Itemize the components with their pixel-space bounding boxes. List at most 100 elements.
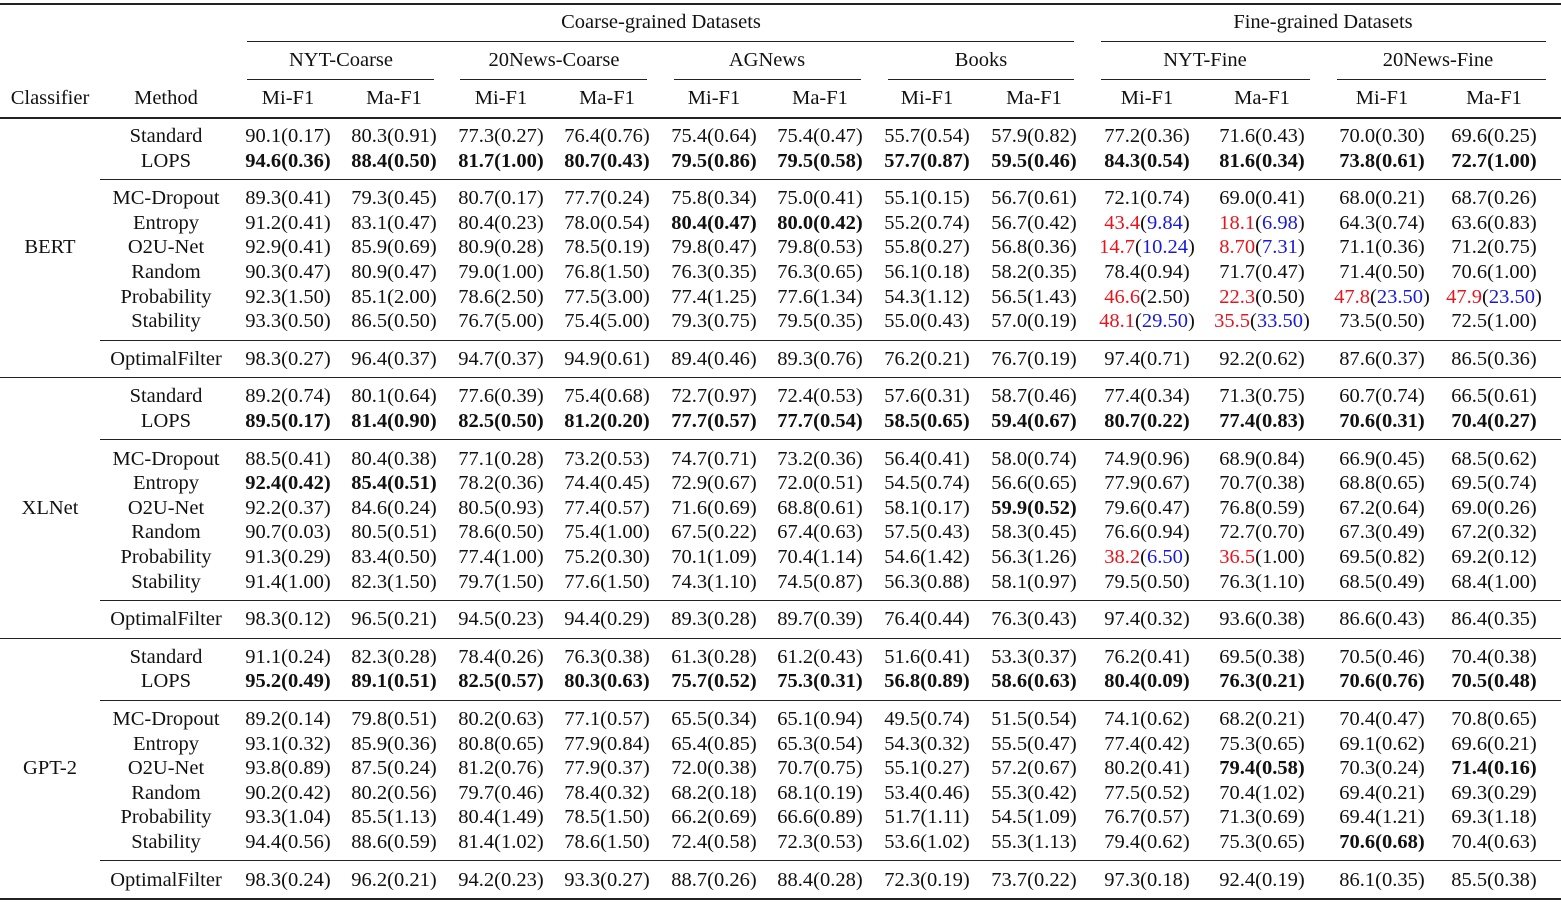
table-cell: 77.4(1.00) [458, 546, 544, 568]
table-cell: 72.3(0.19) [884, 868, 970, 891]
table-cell: 77.6(1.50) [564, 570, 650, 593]
table-cell: 73.5(0.50) [1339, 310, 1425, 333]
table-cell: 73.2(0.36) [777, 447, 863, 470]
method-label: OptimalFilter [110, 868, 222, 891]
dataset-header: NYT-Coarse [288, 49, 394, 71]
block-separator-rule [100, 178, 1561, 180]
table-cell: 54.3(1.12) [884, 285, 970, 308]
table-cell: 70.3(0.24) [1339, 757, 1425, 780]
method-label: Entropy [132, 732, 200, 755]
mean-value-highlight: 35.5 [1214, 310, 1251, 333]
table-cell: 71.3(0.75) [1219, 385, 1305, 408]
table-cell: 75.4(1.00) [564, 521, 650, 544]
table-cell: 77.2(0.36) [1104, 125, 1190, 147]
table-cell: 58.3(0.45) [991, 521, 1077, 544]
metric-header: Ma-F1 [366, 87, 422, 109]
table-cell: 8.70(7.31) [1219, 236, 1305, 259]
block-separator-rule [100, 699, 1561, 701]
classifier-separator-rule [0, 637, 1561, 639]
table-cell: 92.9(0.41) [245, 236, 331, 259]
table-cell: 75.3(0.31) [777, 670, 863, 693]
dataset-cmidrule [1101, 79, 1310, 80]
table-cell: 74.7(0.71) [671, 447, 757, 470]
method-label: Standard [129, 645, 203, 668]
table-cell: 79.4(0.58) [1219, 757, 1305, 780]
table-cell: 78.4(0.94) [1104, 261, 1190, 283]
bottom-rule [0, 897, 1561, 900]
table-cell: 56.1(0.18) [884, 261, 970, 283]
table-cell: 67.2(0.64) [1339, 496, 1425, 519]
mean-value-highlight: 18.1 [1219, 211, 1256, 234]
table-cell: 89.2(0.14) [245, 708, 331, 730]
table-cell: 77.4(1.25) [671, 285, 757, 308]
table-cell: 78.4(0.32) [564, 781, 650, 804]
table-cell: 73.7(0.22) [991, 868, 1077, 891]
std-value: 2.50 [1147, 285, 1183, 308]
dataset-cmidrule [247, 79, 434, 80]
table-cell: 36.5(1.00) [1219, 546, 1305, 568]
table-cell: 59.5(0.46) [991, 149, 1077, 172]
table-cell: 72.7(1.00) [1451, 149, 1537, 172]
table-cell: 70.5(0.48) [1451, 670, 1537, 693]
table-cell: 90.3(0.47) [245, 261, 331, 283]
table-cell: 68.0(0.21) [1339, 187, 1425, 210]
table-cell: 94.2(0.23) [458, 868, 544, 891]
table-cell: 80.3(0.63) [564, 670, 650, 693]
table-cell: 68.2(0.21) [1219, 708, 1305, 730]
table-cell: 80.5(0.51) [351, 521, 437, 544]
table-cell: 94.6(0.36) [245, 149, 331, 172]
table-cell: 85.9(0.36) [351, 732, 437, 755]
table-cell: 70.0(0.30) [1339, 125, 1425, 147]
table-cell: 75.4(5.00) [564, 310, 650, 333]
table-cell: 51.6(0.41) [884, 645, 970, 668]
table-cell: 66.9(0.45) [1339, 447, 1425, 470]
table-cell: 97.3(0.18) [1104, 868, 1190, 891]
table-cell: 49.5(0.74) [884, 708, 970, 730]
std-value: 9.84 [1147, 211, 1183, 234]
table-cell: 70.6(1.00) [1451, 261, 1537, 283]
table-cell: 83.1(0.47) [351, 211, 437, 234]
table-cell: 75.0(0.41) [777, 187, 863, 210]
table-cell: 85.9(0.69) [351, 236, 437, 259]
mean-value-highlight: 14.7 [1099, 236, 1136, 259]
table-cell: 71.7(0.47) [1219, 261, 1305, 283]
table-cell: 92.3(1.50) [245, 285, 331, 308]
table-cell: 55.5(0.47) [991, 732, 1077, 755]
mean-value-highlight: 8.70 [1219, 236, 1256, 259]
table-cell: 76.3(0.43) [991, 608, 1077, 631]
table-cell: 76.3(0.21) [1219, 670, 1305, 693]
table-cell: 74.4(0.45) [564, 472, 650, 495]
table-cell: 96.5(0.21) [351, 608, 437, 631]
method-label: MC-Dropout [112, 187, 220, 210]
table-cell: 80.3(0.91) [351, 125, 437, 147]
table-cell: 56.7(0.42) [991, 211, 1077, 234]
table-cell: 76.3(0.35) [671, 261, 757, 283]
table-cell: 77.6(0.39) [458, 385, 544, 408]
table-cell: 88.5(0.41) [245, 447, 331, 470]
table-cell: 51.5(0.54) [991, 708, 1077, 730]
table-cell: 88.7(0.26) [671, 868, 757, 891]
table-cell: 89.3(0.41) [245, 187, 331, 210]
table-cell: 55.1(0.27) [884, 757, 970, 780]
classifier-label: BERT [24, 236, 76, 259]
table-cell: 57.9(0.82) [991, 125, 1077, 147]
table-cell: 98.3(0.12) [245, 608, 331, 631]
table-cell: 69.4(1.21) [1339, 806, 1425, 829]
table-cell: 79.5(0.50) [1104, 570, 1190, 593]
table-cell: 18.1(6.98) [1219, 211, 1305, 234]
table-cell: 84.3(0.54) [1104, 149, 1190, 172]
table-cell: 70.1(1.09) [671, 546, 757, 568]
table-cell: 72.3(0.53) [777, 831, 863, 853]
table-cell: 71.2(0.75) [1451, 236, 1537, 259]
method-label: Stability [131, 570, 201, 593]
table-cell: 65.1(0.94) [777, 708, 863, 730]
table-cell: 79.3(0.75) [671, 310, 757, 333]
std-value: 29.50 [1141, 310, 1188, 333]
table-cell: 69.4(0.21) [1339, 781, 1425, 804]
table-cell: 81.4(1.02) [458, 831, 544, 853]
table-cell: 85.4(0.51) [351, 472, 437, 495]
classifier-column-header: Classifier [10, 87, 90, 109]
table-cell: 77.4(0.34) [1104, 385, 1190, 408]
table-cell: 92.2(0.62) [1219, 347, 1305, 370]
